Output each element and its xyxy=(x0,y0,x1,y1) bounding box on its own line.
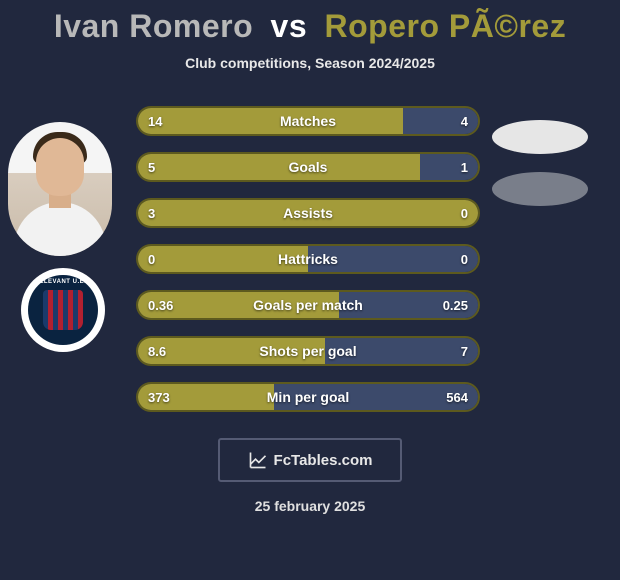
date-label: 25 february 2025 xyxy=(0,498,620,514)
player1-photo xyxy=(8,122,112,256)
stat-bar xyxy=(136,106,480,136)
stats-area: 144Matches 51Goals 30Assists 00Hattricks 0.3… xyxy=(136,106,480,428)
stat-bar xyxy=(136,290,480,320)
player2-name: Ropero PÃ©rez xyxy=(325,8,567,44)
stat-row: 30Assists xyxy=(136,198,480,228)
stat-bar xyxy=(136,336,480,366)
stat-bar-right xyxy=(325,338,478,364)
chart-icon xyxy=(248,450,268,470)
stat-bar-right xyxy=(274,384,478,410)
stat-bar xyxy=(136,152,480,182)
stat-bar-right xyxy=(339,292,478,318)
stat-bar-left xyxy=(138,384,274,410)
stat-bar-left xyxy=(138,200,478,226)
stat-bar-left xyxy=(138,338,325,364)
player2-placeholder-2 xyxy=(492,172,588,206)
stat-bar xyxy=(136,198,480,228)
stat-row: 51Goals xyxy=(136,152,480,182)
player1-club-badge: LLEVANT U.E. xyxy=(21,268,105,352)
stat-row: 0.360.25Goals per match xyxy=(136,290,480,320)
badge-text: LLEVANT U.E. xyxy=(28,279,98,285)
stat-bar xyxy=(136,382,480,412)
comparison-title: Ivan Romero vs Ropero PÃ©rez xyxy=(0,0,620,45)
stat-bar-left xyxy=(138,246,308,272)
stat-bar-left xyxy=(138,292,339,318)
right-column xyxy=(492,120,602,224)
stat-bar-right xyxy=(420,154,478,180)
footer-brand-box[interactable]: FcTables.com xyxy=(218,438,402,482)
player1-name: Ivan Romero xyxy=(54,8,253,44)
stat-row: 144Matches xyxy=(136,106,480,136)
stat-bar xyxy=(136,244,480,274)
stat-row: 00Hattricks xyxy=(136,244,480,274)
player2-placeholder-1 xyxy=(492,120,588,154)
stat-row: 8.67Shots per goal xyxy=(136,336,480,366)
stat-bar-right xyxy=(308,246,478,272)
subtitle: Club competitions, Season 2024/2025 xyxy=(0,55,620,71)
left-column: LLEVANT U.E. xyxy=(8,122,118,352)
stat-bar-left xyxy=(138,108,403,134)
stat-bar-right xyxy=(403,108,478,134)
footer-brand-text: FcTables.com xyxy=(274,452,373,469)
vs-label: vs xyxy=(271,8,308,44)
stat-row: 373564Min per goal xyxy=(136,382,480,412)
stat-bar-left xyxy=(138,154,420,180)
